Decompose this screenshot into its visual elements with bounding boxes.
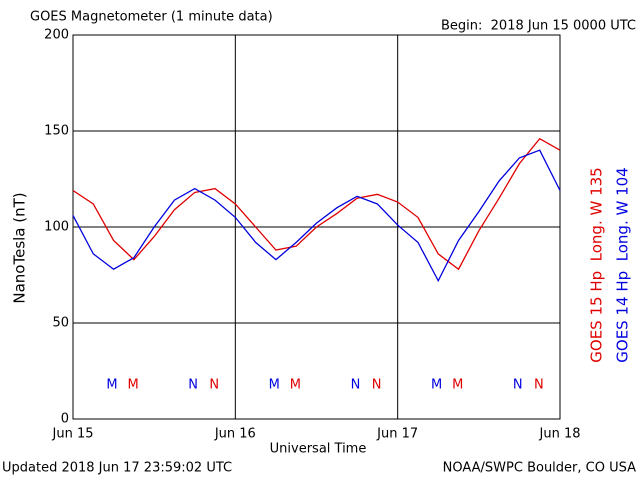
- annotation: M: [106, 378, 117, 393]
- x-tick-label: Jun 17: [376, 427, 418, 442]
- annotation: N: [534, 378, 544, 393]
- y-tick-label: 200: [44, 28, 69, 43]
- annotation: M: [290, 378, 301, 393]
- annotation: M: [452, 378, 463, 393]
- y-tick-label: 50: [52, 316, 69, 331]
- x-tick-label: Jun 16: [214, 427, 256, 442]
- legend-entry: GOES 15 Hp Long. W 135: [588, 167, 606, 362]
- y-axis-label: NanoTesla (nT): [11, 192, 29, 303]
- x-axis-label: Universal Time: [270, 442, 367, 457]
- annotation: N: [351, 378, 361, 393]
- annotation: M: [127, 378, 138, 393]
- begin-time: Begin: 2018 Jun 15 0000 UTC: [441, 19, 636, 34]
- data-line: [72, 137, 561, 271]
- annotation: N: [513, 378, 523, 393]
- annotation: M: [269, 378, 280, 393]
- legend-entry: GOES 14 Hp Long. W 104: [614, 167, 632, 362]
- annotation: M: [431, 378, 442, 393]
- annotation: N: [372, 378, 382, 393]
- x-tick-label: Jun 18: [539, 427, 581, 442]
- annotation: N: [188, 378, 198, 393]
- data-line: [72, 149, 561, 283]
- y-tick-label: 0: [61, 412, 69, 427]
- x-tick-label: Jun 15: [52, 427, 94, 442]
- annotation: N: [209, 378, 219, 393]
- y-tick-label: 150: [44, 124, 69, 139]
- footer-updated: Updated 2018 Jun 17 23:59:02 UTC: [2, 461, 232, 476]
- footer-source: NOAA/SWPC Boulder, CO USA: [443, 461, 636, 476]
- y-tick-label: 100: [44, 220, 69, 235]
- chart-title: GOES Magnetometer (1 minute data): [30, 10, 273, 25]
